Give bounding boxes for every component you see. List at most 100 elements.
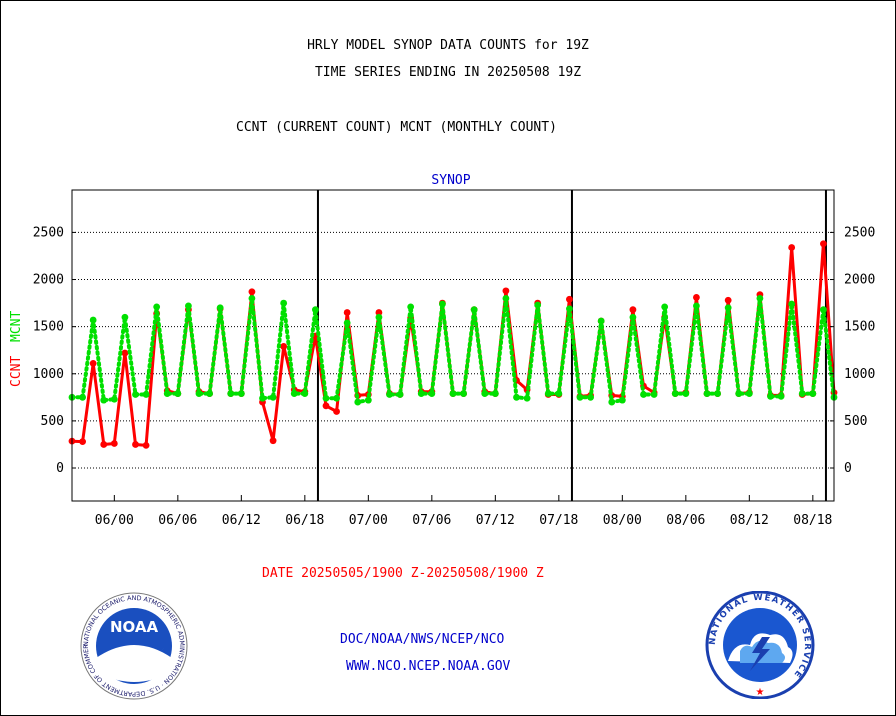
- data-point-mcnt: [227, 390, 235, 397]
- data-point-mcnt: [79, 393, 86, 401]
- data-point-ccnt: [110, 440, 118, 447]
- data-point-mcnt: [618, 396, 626, 404]
- data-point-mcnt: [491, 390, 499, 397]
- data-point-mcnt: [460, 390, 467, 397]
- data-point-mcnt: [195, 390, 203, 397]
- y-axis-label-mcnt: MCNT: [9, 311, 24, 342]
- data-point-mcnt: [555, 390, 563, 397]
- data-point-mcnt: [608, 398, 616, 406]
- x-tick-label: 07/06: [412, 513, 451, 528]
- data-point-mcnt: [237, 390, 245, 397]
- data-point-mcnt: [682, 390, 690, 397]
- data-point-mcnt: [163, 390, 171, 397]
- data-point-mcnt: [354, 398, 362, 406]
- data-point-mcnt: [523, 394, 531, 402]
- x-tick-label: 06/06: [158, 513, 197, 528]
- y-tick-label-left: 1000: [33, 367, 64, 382]
- data-point-mcnt: [386, 391, 393, 398]
- y-axis-label-ccnt: CCNT: [9, 356, 24, 387]
- data-point-ccnt: [142, 441, 150, 449]
- data-point-mcnt: [714, 390, 721, 397]
- y-tick-label-left: 0: [56, 461, 64, 476]
- svg-text:★: ★: [756, 687, 765, 698]
- data-point-mcnt: [407, 303, 415, 311]
- data-point-mcnt: [640, 391, 647, 398]
- data-point-ccnt: [333, 408, 340, 415]
- data-point-mcnt: [110, 395, 118, 403]
- data-point-mcnt: [301, 390, 309, 397]
- data-point-mcnt: [259, 394, 266, 402]
- data-point-mcnt: [174, 390, 182, 397]
- data-point-ccnt: [280, 343, 288, 350]
- data-point-mcnt: [396, 391, 404, 398]
- svg-text:NOAA: NOAA: [110, 618, 159, 636]
- footer-org-path: DOC/NOAA/NWS/NCEP/NCO: [340, 632, 505, 647]
- data-point-mcnt: [671, 390, 679, 397]
- series-line-mcnt: [70, 296, 836, 404]
- data-point-mcnt: [777, 392, 785, 400]
- data-point-ccnt: [79, 438, 86, 446]
- data-point-mcnt: [206, 390, 213, 397]
- x-tick-label: 08/12: [730, 513, 769, 528]
- plot-frame: [71, 189, 835, 502]
- data-point-ccnt: [629, 306, 637, 314]
- data-point-mcnt: [820, 306, 827, 314]
- chart-subtitle: CCNT (CURRENT COUNT) MCNT (MONTHLY COUNT…: [236, 120, 557, 135]
- y-tick-label-left: 1500: [33, 320, 64, 335]
- data-point-mcnt: [502, 294, 510, 302]
- x-tick-label: 06/00: [95, 513, 134, 528]
- data-point-mcnt: [534, 301, 542, 309]
- grid-lines: [72, 231, 834, 469]
- data-point-mcnt: [439, 300, 446, 308]
- title-line-2: TIME SERIES ENDING IN 20250508 19Z: [314, 65, 582, 80]
- data-point-mcnt: [809, 390, 817, 397]
- noaa-logo: NOAA NATIONAL OCEANIC AND ATMOSPHERIC AD…: [78, 592, 188, 700]
- data-point-ccnt: [502, 287, 510, 295]
- data-point-mcnt: [185, 302, 192, 310]
- y-tick-label-left: 2500: [33, 225, 64, 240]
- data-point-mcnt: [767, 392, 774, 400]
- data-point-ccnt: [724, 296, 732, 304]
- data-point-mcnt: [322, 394, 330, 402]
- data-point-mcnt: [745, 390, 753, 397]
- y-tick-label-left: 2000: [33, 273, 64, 288]
- day-boundaries: [316, 190, 827, 501]
- data-point-mcnt: [449, 390, 457, 397]
- nws-logo: NATIONAL WEATHER SERVICE ★: [705, 591, 815, 699]
- data-point-mcnt: [417, 390, 425, 397]
- plot-label: SYNOP: [431, 173, 470, 188]
- data-point-mcnt: [290, 390, 298, 397]
- data-point-mcnt: [629, 313, 637, 321]
- data-point-mcnt: [428, 390, 436, 397]
- data-point-mcnt: [333, 394, 340, 402]
- data-point-mcnt: [798, 390, 806, 397]
- y-tick-label-right: 1500: [844, 320, 875, 335]
- axis-ticks: 0 0 500 500 1000 1000 1500 1500 2000 2000 2500 2500…: [33, 225, 876, 528]
- data-point-mcnt: [375, 313, 383, 321]
- data-point-mcnt: [312, 306, 319, 314]
- data-point-ccnt: [248, 288, 256, 296]
- data-point-ccnt: [322, 402, 330, 410]
- y-tick-label-left: 500: [41, 414, 64, 429]
- x-tick-label: 08/18: [793, 513, 832, 528]
- data-point-mcnt: [153, 303, 161, 311]
- footer-website: WWW.NCO.NCEP.NOAA.GOV: [346, 659, 511, 674]
- data-point-ccnt: [820, 240, 827, 248]
- data-point-mcnt: [513, 393, 520, 401]
- data-point-ccnt: [693, 294, 700, 301]
- data-point-mcnt: [724, 304, 732, 312]
- data-point-mcnt: [121, 313, 129, 321]
- x-tick-label: 08/06: [666, 513, 705, 528]
- data-point-mcnt: [481, 390, 489, 397]
- x-tick-label: 07/00: [349, 513, 388, 528]
- date-range-label: DATE 20250505/1900 Z-20250508/1900 Z: [262, 566, 544, 581]
- data-point-mcnt: [703, 390, 711, 397]
- y-tick-label-right: 1000: [844, 367, 875, 382]
- data-point-mcnt: [788, 300, 796, 308]
- x-tick-label: 07/12: [476, 513, 515, 528]
- y-tick-label-right: 0: [844, 461, 852, 476]
- x-tick-label: 06/18: [285, 513, 324, 528]
- y-tick-label-right: 2000: [844, 273, 875, 288]
- x-tick-label: 06/12: [222, 513, 261, 528]
